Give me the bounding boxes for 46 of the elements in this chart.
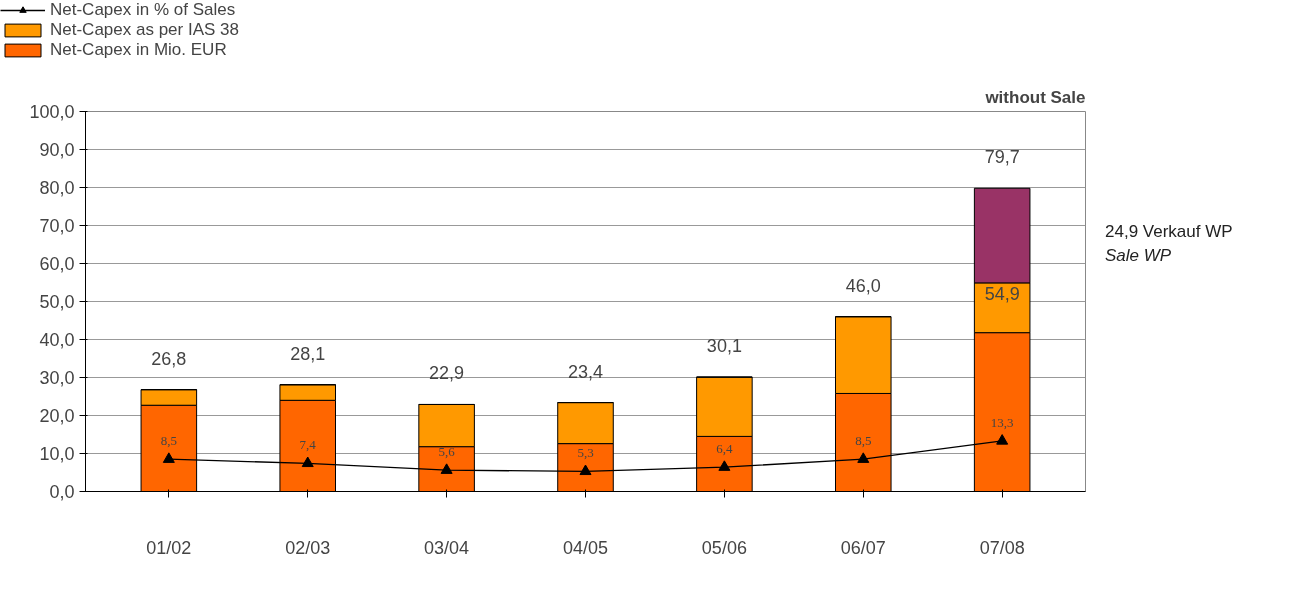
y-tick-label: 100,0 xyxy=(29,102,75,122)
point xyxy=(996,434,1009,445)
text: 24,9 Verkauf WP xyxy=(1105,221,1233,243)
data-label: 5,3 xyxy=(577,445,594,461)
y-tick-label: 10,0 xyxy=(39,444,75,464)
x-tick-label: 03/04 xyxy=(424,537,470,558)
y-tick-label: 60,0 xyxy=(39,254,75,274)
y-tick-label: 30,0 xyxy=(39,368,75,388)
total-label: 22,9 xyxy=(429,363,465,384)
chart-title: without Sale xyxy=(984,87,1086,107)
total-label: 28,1 xyxy=(290,343,326,364)
data-label: 7,4 xyxy=(299,437,317,453)
data-label: 6,4 xyxy=(716,441,734,457)
total-label: 23,4 xyxy=(567,361,604,382)
point xyxy=(579,464,592,476)
point xyxy=(162,452,175,463)
total-label: 30,1 xyxy=(706,336,742,357)
point xyxy=(718,460,731,471)
x-tick-label: 06/07 xyxy=(840,537,886,558)
legend-label: Net-Capex as per IAS 38 xyxy=(50,20,239,40)
y-tick-label: 80,0 xyxy=(39,178,75,198)
y-tick-label: 90,0 xyxy=(39,140,75,160)
text: Sale WP xyxy=(1105,245,1173,268)
legend-label: Net-Capex in Mio. EUR xyxy=(50,40,227,60)
y-tick-label: 70,0 xyxy=(39,216,75,236)
point xyxy=(440,463,453,474)
data-label: 8,5 xyxy=(160,433,177,449)
x-tick-label: 05/06 xyxy=(701,537,747,558)
y-tick-label: 40,0 xyxy=(39,330,75,350)
data-label: 5,6 xyxy=(438,444,456,460)
x-tick-label: 04/05 xyxy=(562,537,609,558)
x-tick-label: 07/08 xyxy=(979,537,1025,558)
total-label: 26,8 xyxy=(151,348,187,369)
total-label: 46,0 xyxy=(845,275,881,296)
x-tick-label: 01/02 xyxy=(146,537,192,558)
x-tick-label: 02/03 xyxy=(285,537,331,558)
annotation: 54,9 xyxy=(984,283,1020,304)
data-label: 8,5 xyxy=(855,433,872,449)
legend-label: Net-Capex in % of Sales xyxy=(50,0,236,20)
data-label: 13,3 xyxy=(990,414,1014,430)
point xyxy=(857,452,870,463)
total-label: 79,7 xyxy=(984,147,1020,168)
y-tick-label: 50,0 xyxy=(39,292,75,312)
y-tick-label: 0,0 xyxy=(49,482,75,502)
y-tick-label: 20,0 xyxy=(39,406,75,426)
point xyxy=(301,456,314,468)
